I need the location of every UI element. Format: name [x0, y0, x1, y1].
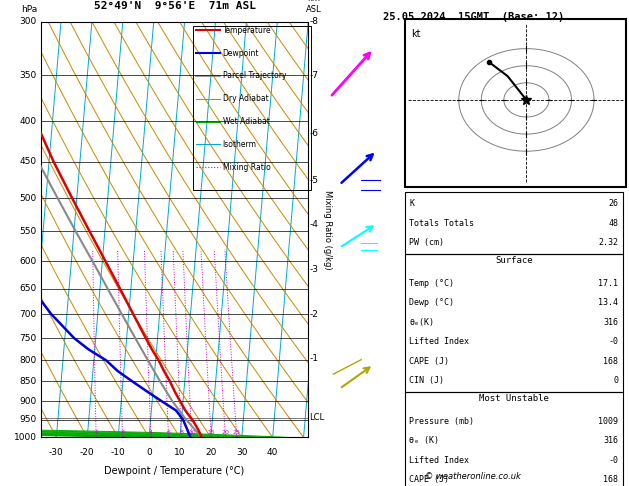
- Text: Dry Adiabat: Dry Adiabat: [223, 94, 269, 103]
- Text: 750: 750: [19, 333, 37, 343]
- Text: 26: 26: [608, 199, 618, 208]
- Text: 30: 30: [236, 448, 247, 457]
- Text: 1: 1: [94, 430, 98, 435]
- Text: 1009: 1009: [598, 417, 618, 426]
- Text: 168: 168: [603, 475, 618, 484]
- Bar: [193, 26, 311, 190]
- Text: Parcel Trajectory: Parcel Trajectory: [223, 71, 286, 80]
- Text: -30: -30: [49, 448, 64, 457]
- Bar: [405, 19, 626, 187]
- Text: 2: 2: [121, 430, 125, 435]
- Text: -7: -7: [309, 70, 318, 80]
- Text: Dewpoint: Dewpoint: [223, 49, 259, 57]
- Text: θₑ (K): θₑ (K): [409, 436, 440, 445]
- Text: CAPE (J): CAPE (J): [409, 475, 450, 484]
- Text: 17.1: 17.1: [598, 279, 618, 288]
- Text: 1000: 1000: [14, 433, 37, 442]
- Text: 0: 0: [146, 448, 152, 457]
- Text: 950: 950: [19, 415, 37, 424]
- Text: km
ASL: km ASL: [306, 0, 321, 14]
- Text: 500: 500: [19, 194, 37, 203]
- Text: 450: 450: [19, 157, 37, 166]
- Text: 13.4: 13.4: [598, 298, 618, 307]
- Text: 0: 0: [613, 376, 618, 385]
- Text: 2.32: 2.32: [598, 238, 618, 247]
- Text: Lifted Index: Lifted Index: [409, 456, 469, 465]
- Text: CAPE (J): CAPE (J): [409, 357, 450, 365]
- Text: © weatheronline.co.uk: © weatheronline.co.uk: [425, 472, 521, 481]
- Text: 900: 900: [19, 397, 37, 405]
- Text: 316: 316: [603, 318, 618, 327]
- Text: 6: 6: [167, 430, 170, 435]
- Text: -0: -0: [608, 456, 618, 465]
- Text: 550: 550: [19, 226, 37, 236]
- Text: 8: 8: [180, 430, 184, 435]
- Text: 350: 350: [19, 70, 37, 80]
- Text: -5: -5: [309, 176, 318, 185]
- Text: θₑ(K): θₑ(K): [409, 318, 435, 327]
- Text: Temperature: Temperature: [223, 26, 271, 35]
- Text: PW (cm): PW (cm): [409, 238, 445, 247]
- Text: Dewpoint / Temperature (°C): Dewpoint / Temperature (°C): [104, 467, 245, 476]
- Text: Lifted Index: Lifted Index: [409, 337, 469, 346]
- Text: 25.05.2024  15GMT  (Base: 12): 25.05.2024 15GMT (Base: 12): [382, 12, 564, 22]
- Text: Wet Adiabat: Wet Adiabat: [223, 117, 270, 126]
- Text: 20: 20: [205, 448, 216, 457]
- Text: -8: -8: [309, 17, 318, 26]
- Text: Mixing Ratio: Mixing Ratio: [223, 163, 270, 172]
- Text: 4: 4: [149, 430, 153, 435]
- Text: 600: 600: [19, 257, 37, 265]
- Text: 168: 168: [603, 357, 618, 365]
- Bar: [405, 392, 623, 486]
- Text: 20: 20: [221, 430, 230, 435]
- Text: Surface: Surface: [495, 256, 533, 265]
- Text: 700: 700: [19, 310, 37, 319]
- Bar: [405, 192, 623, 254]
- Text: 650: 650: [19, 284, 37, 293]
- Text: Pressure (mb): Pressure (mb): [409, 417, 474, 426]
- Text: -3: -3: [309, 265, 318, 274]
- Text: 300: 300: [19, 17, 37, 26]
- Text: 850: 850: [19, 377, 37, 386]
- Bar: [405, 254, 623, 392]
- Text: hPa: hPa: [21, 4, 37, 14]
- Text: 25: 25: [233, 430, 241, 435]
- Text: -6: -6: [309, 129, 318, 139]
- Text: 48: 48: [608, 219, 618, 227]
- Text: 40: 40: [267, 448, 279, 457]
- Text: Temp (°C): Temp (°C): [409, 279, 455, 288]
- Text: CIN (J): CIN (J): [409, 376, 445, 385]
- Text: K: K: [409, 199, 415, 208]
- Text: Dewp (°C): Dewp (°C): [409, 298, 455, 307]
- Text: Totals Totals: Totals Totals: [409, 219, 474, 227]
- Text: -20: -20: [80, 448, 94, 457]
- Text: 10: 10: [188, 430, 196, 435]
- Text: -2: -2: [309, 310, 318, 319]
- Text: Isotherm: Isotherm: [223, 140, 257, 149]
- Text: 316: 316: [603, 436, 618, 445]
- Text: 800: 800: [19, 356, 37, 365]
- Text: LCL: LCL: [309, 414, 325, 422]
- Text: kt: kt: [411, 29, 421, 39]
- Text: 52°49'N  9°56'E  71m ASL: 52°49'N 9°56'E 71m ASL: [94, 1, 255, 12]
- Text: -1: -1: [309, 354, 318, 363]
- Text: -10: -10: [111, 448, 126, 457]
- Text: -0: -0: [608, 337, 618, 346]
- Text: Mixing Ratio (g/kg): Mixing Ratio (g/kg): [323, 190, 332, 269]
- Text: Most Unstable: Most Unstable: [479, 394, 548, 403]
- Text: 400: 400: [19, 117, 37, 126]
- Text: 10: 10: [174, 448, 186, 457]
- Text: 15: 15: [208, 430, 215, 435]
- Text: -4: -4: [309, 220, 318, 229]
